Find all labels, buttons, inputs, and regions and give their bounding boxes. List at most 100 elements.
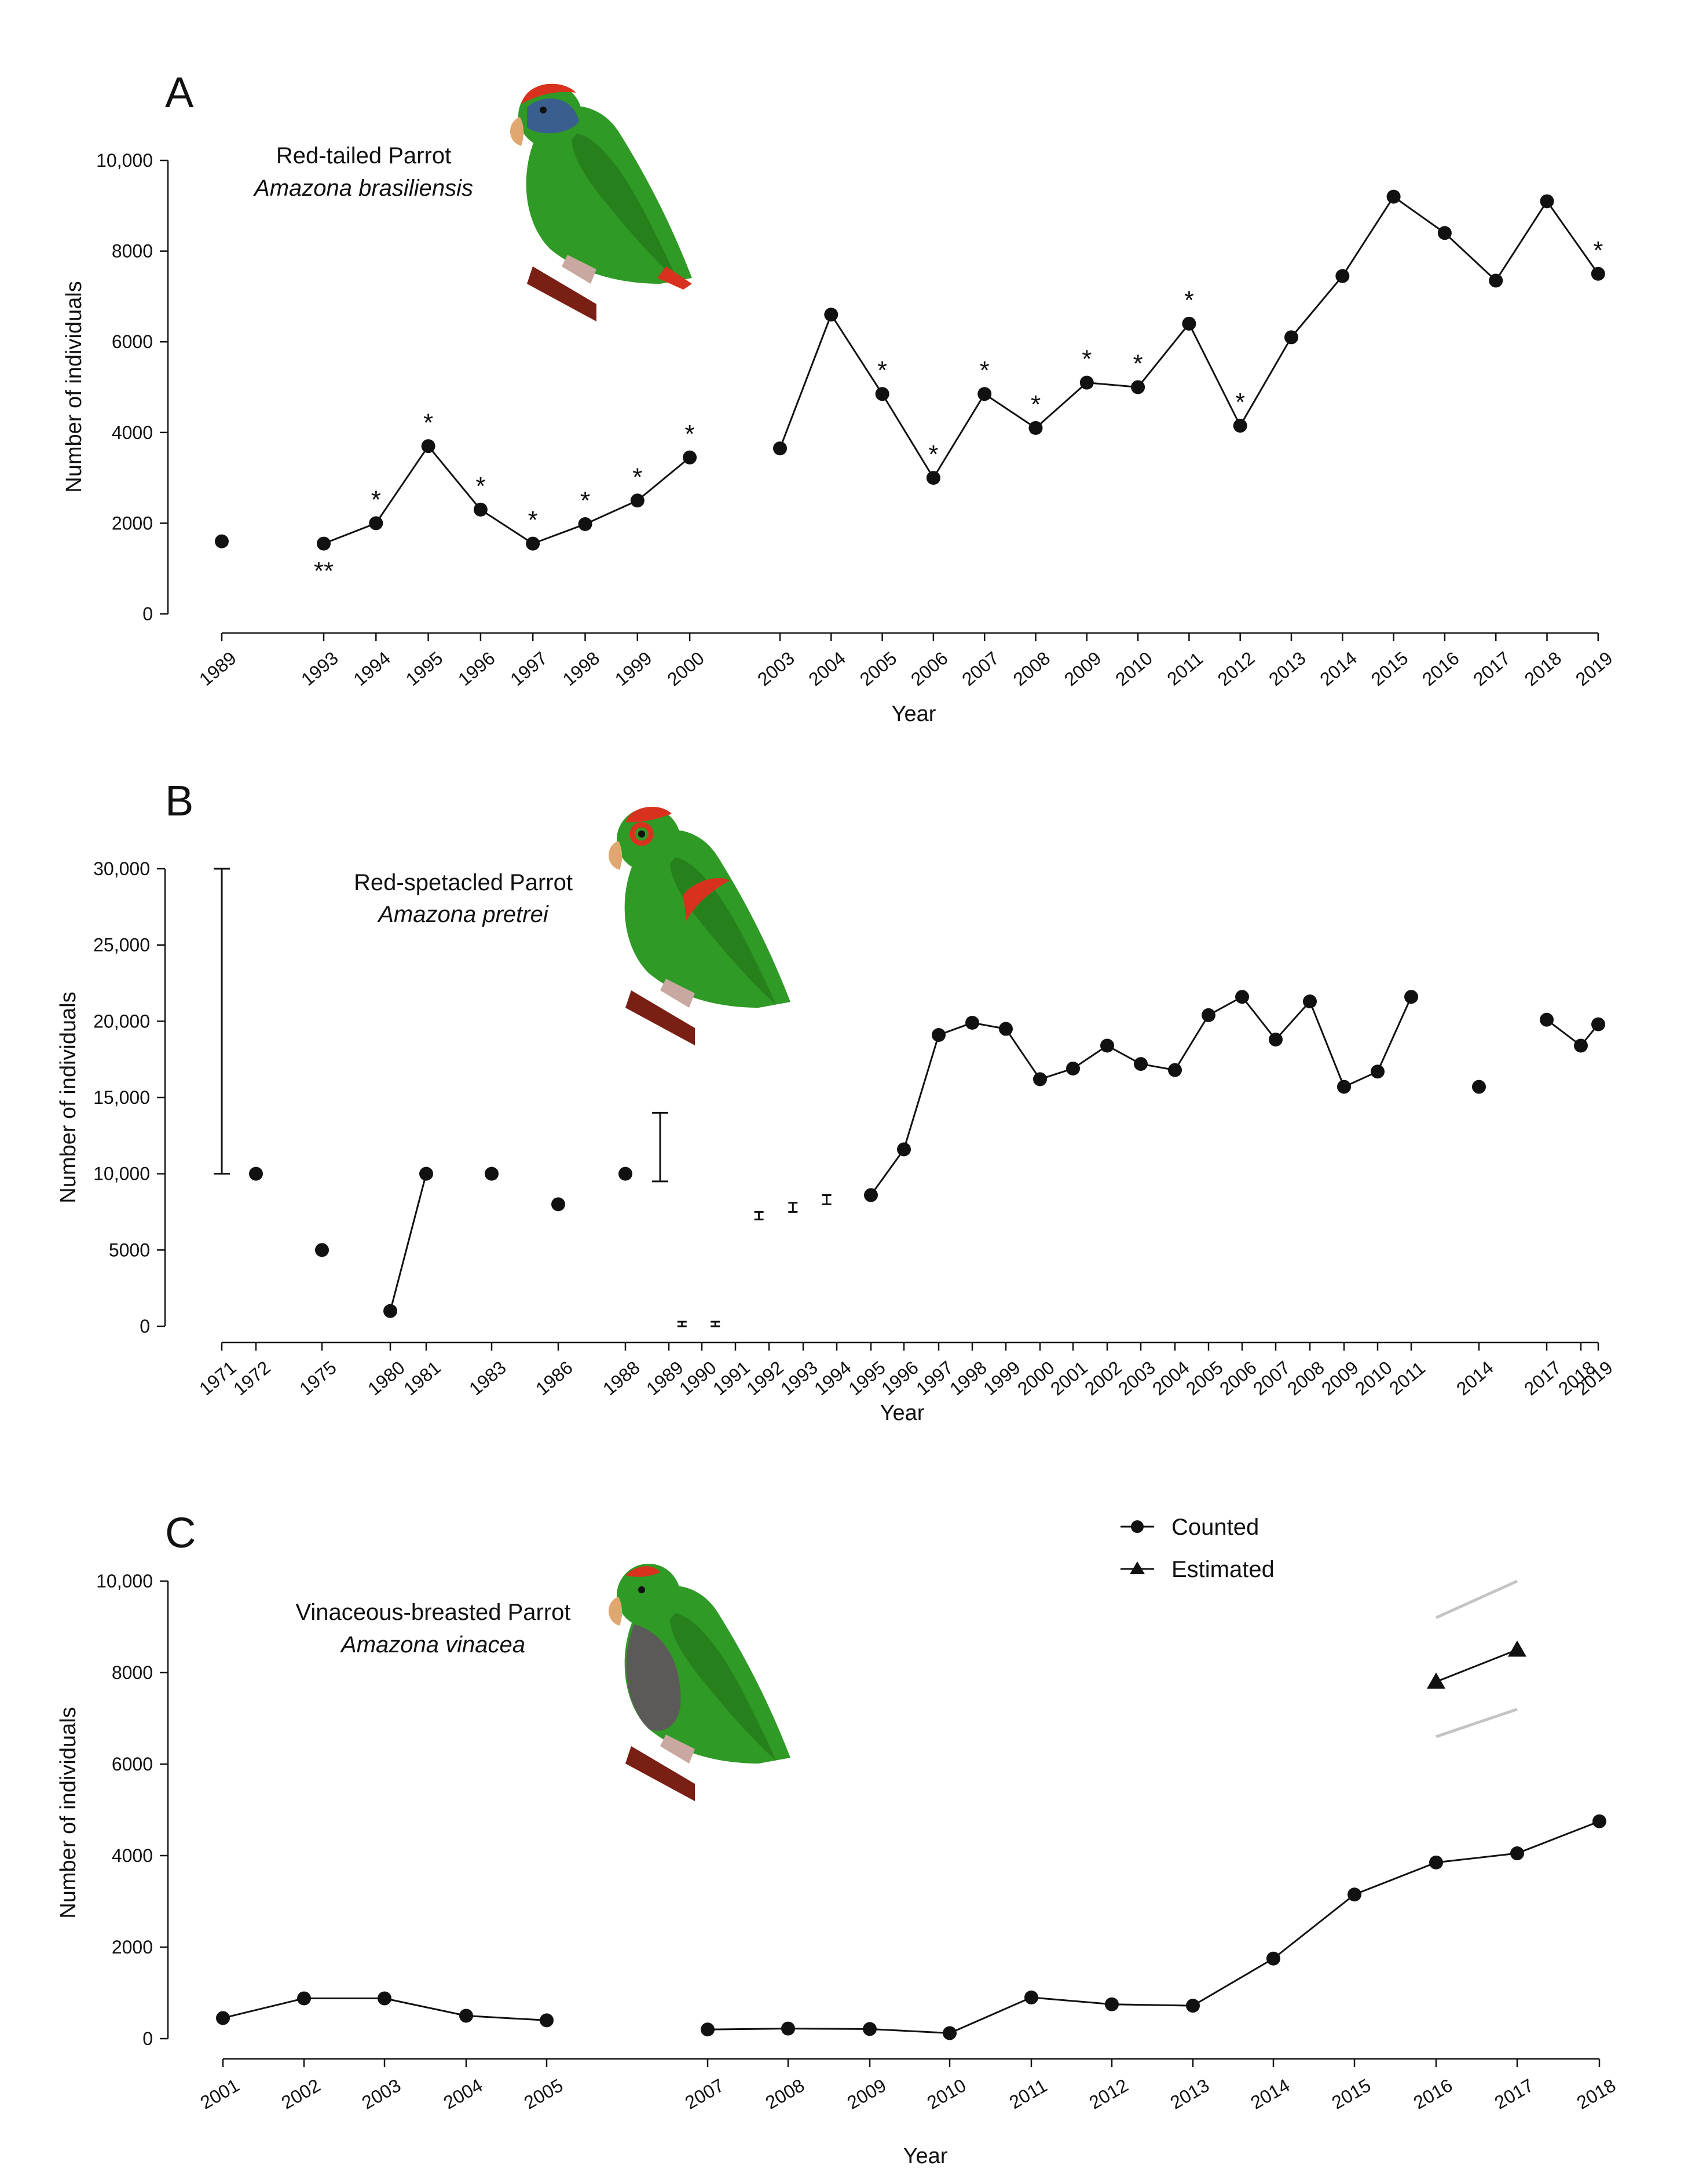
data-point	[459, 2009, 473, 2023]
x-tick-label: 2013	[1167, 2075, 1213, 2113]
series-line	[480, 508, 534, 544]
x-tick-label: 1992	[742, 1357, 788, 1399]
data-point	[1284, 330, 1298, 345]
x-tick-label: 2008	[1009, 647, 1054, 690]
x-tick-label: 1975	[295, 1357, 340, 1399]
x-tick-label: 2005	[1182, 1357, 1227, 1399]
significance-marker: *	[1184, 286, 1194, 314]
significance-marker: *	[528, 506, 538, 535]
x-tick-label: 2015	[1367, 647, 1412, 690]
species-scientific-name: Amazona vinacea	[340, 1632, 525, 1658]
estimated-point	[1427, 1672, 1445, 1689]
x-tick-label: 1986	[532, 1357, 577, 1399]
x-tick-label: 2005	[856, 647, 901, 690]
data-point	[943, 2026, 957, 2040]
data-point	[215, 534, 229, 548]
panel-letter: C	[165, 1509, 196, 1557]
x-tick-label: 2018	[1573, 2075, 1620, 2113]
x-tick-label: 2010	[924, 2075, 970, 2113]
series-line	[1005, 1028, 1041, 1080]
x-tick-label: 2004	[1148, 1357, 1193, 1399]
significance-marker: *	[685, 420, 695, 448]
y-tick-label: 10,000	[96, 1571, 153, 1592]
data-point	[875, 387, 889, 401]
x-tick-label: 2000	[663, 647, 708, 690]
y-tick-label: 6000	[112, 1754, 153, 1775]
data-point	[1079, 375, 1094, 390]
data-point	[999, 1022, 1013, 1036]
data-point	[1168, 1063, 1182, 1077]
data-point	[1591, 1017, 1605, 1031]
x-tick-label: 2002	[1081, 1357, 1126, 1399]
x-tick-label: 1999	[611, 647, 656, 690]
data-point	[1024, 1990, 1038, 2004]
data-point	[1303, 994, 1317, 1009]
y-tick-label: 0	[140, 1316, 150, 1337]
series-line	[1436, 1649, 1518, 1683]
series-line	[1174, 1015, 1210, 1071]
data-point	[1233, 419, 1247, 433]
data-point	[1182, 316, 1196, 331]
series-line	[1495, 200, 1548, 281]
series-line	[375, 445, 429, 524]
data-point	[473, 502, 488, 517]
data-point	[1510, 1846, 1524, 1861]
series-line	[1436, 1852, 1518, 1864]
y-tick-label: 5000	[109, 1239, 150, 1260]
x-tick-label: 2005	[521, 2075, 567, 2113]
x-tick-label: 2003	[753, 647, 799, 690]
data-point	[1269, 1032, 1283, 1047]
series-line	[1188, 323, 1242, 426]
x-tick-label: 2018	[1521, 647, 1566, 690]
data-point	[526, 536, 540, 551]
y-tick-label: 15,000	[93, 1087, 150, 1108]
series-line	[1290, 275, 1343, 338]
x-tick-label: 1997	[912, 1357, 957, 1399]
x-tick-label: 1996	[454, 647, 499, 690]
data-point	[1335, 269, 1350, 283]
x-tick-label: 1990	[675, 1357, 720, 1399]
x-tick-label: 2014	[1316, 647, 1361, 690]
x-tick-label: 1998	[946, 1357, 991, 1399]
data-point	[421, 439, 435, 453]
data-point	[965, 1015, 979, 1030]
x-tick-label: 2006	[1215, 1357, 1261, 1399]
data-point	[1437, 226, 1452, 240]
series-line	[903, 1034, 940, 1150]
significance-marker: *	[1031, 390, 1041, 419]
data-point	[630, 493, 645, 508]
legend-label-counted: Counted	[1171, 1514, 1259, 1540]
y-tick-label: 4000	[112, 422, 153, 443]
species-scientific-name: Amazona pretrei	[377, 902, 549, 927]
series-line	[1376, 996, 1412, 1072]
data-point	[1540, 1012, 1554, 1027]
data-point	[1404, 990, 1418, 1004]
series-line	[949, 1996, 1032, 2034]
x-tick-label: 2019	[1572, 647, 1617, 690]
data-point	[578, 517, 592, 531]
x-tick-label: 2006	[907, 647, 952, 690]
panel-letter: B	[165, 777, 193, 825]
species-scientific-name: Amazona brasiliensis	[253, 175, 473, 201]
y-tick-label: 4000	[112, 1845, 153, 1866]
x-tick-label: 2009	[1317, 1357, 1363, 1399]
series-line	[1393, 196, 1445, 234]
y-axis-title: Number of individuals	[56, 992, 80, 1203]
series-line	[869, 2028, 950, 2035]
x-tick-label: 1997	[506, 647, 551, 690]
x-tick-label: 1999	[979, 1357, 1024, 1399]
x-tick-label: 2008	[1283, 1357, 1328, 1399]
data-point	[977, 387, 992, 401]
data-point	[824, 308, 838, 322]
data-point	[863, 2022, 877, 2036]
legend-marker-counted	[1131, 1520, 1144, 1533]
data-point	[249, 1166, 263, 1181]
series-line	[389, 1173, 427, 1312]
series-line	[584, 499, 638, 525]
x-tick-label: 2009	[844, 2075, 890, 2113]
series-line	[1241, 996, 1277, 1040]
x-axis-title: Year	[880, 1401, 925, 1425]
data-point	[315, 1243, 329, 1257]
data-point	[369, 516, 383, 531]
